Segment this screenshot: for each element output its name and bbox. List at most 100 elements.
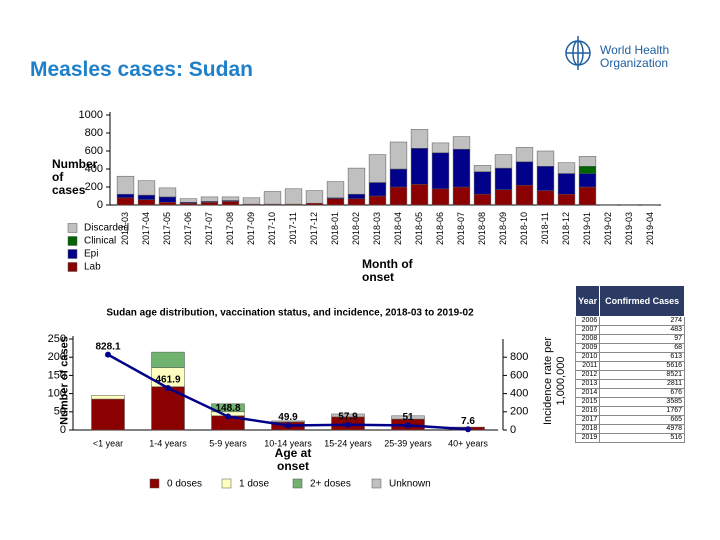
table-row: 2015 3585 xyxy=(574,397,685,407)
x-tick-label: 15-24 years xyxy=(324,438,372,448)
incidence-point xyxy=(225,413,231,420)
table-cell: 2018 xyxy=(574,424,601,434)
bar-segment xyxy=(116,175,135,195)
bar-segment xyxy=(221,196,240,201)
table-cell: 516 xyxy=(599,433,685,443)
x-tick-label: 2018-10 xyxy=(519,212,529,245)
y-axis-label: Number of cases xyxy=(52,157,98,197)
y2-tick-label: 400 xyxy=(510,388,528,400)
y-tick-label: 0 xyxy=(97,199,103,211)
bar-segment xyxy=(200,202,219,206)
table-cell: 2012 xyxy=(574,370,601,380)
bar-segment xyxy=(137,199,156,206)
bar-segment xyxy=(494,167,513,190)
data-label: 7.6 xyxy=(461,416,475,427)
table-cell: 2013 xyxy=(574,379,601,389)
table-cell: 2017 xyxy=(574,415,601,425)
y-tick-label: 800 xyxy=(85,127,103,139)
header-row: Year Confirmed Cases xyxy=(574,285,685,317)
x-tick-label: 10-14 years xyxy=(264,438,312,448)
bar-segment xyxy=(452,148,471,188)
bar-segment xyxy=(557,162,576,174)
x-tick-label: 2018-07 xyxy=(456,212,466,245)
x-tick-label: 1-4 years xyxy=(149,438,187,448)
legend-label: 0 doses xyxy=(167,479,202,490)
incidence-point xyxy=(285,422,291,429)
legend-label: 2+ doses xyxy=(310,479,351,490)
bar-segment xyxy=(158,196,177,203)
bar-segment xyxy=(263,191,282,205)
legend-swatch xyxy=(67,223,78,233)
bar-segment xyxy=(368,154,387,183)
x-tick-label: 2017-03 xyxy=(120,212,130,245)
bar-segment xyxy=(271,420,305,423)
x-tick-label: 40+ years xyxy=(448,438,488,448)
bar-segment xyxy=(536,150,555,167)
y2-tick-label: 0 xyxy=(510,424,516,436)
table-row: 2009 68 xyxy=(574,343,685,353)
bar-segment xyxy=(91,398,125,431)
x-tick-label: 2019-03 xyxy=(624,212,634,245)
bar-segment xyxy=(137,194,156,200)
x-tick-label: 25-39 years xyxy=(384,438,432,448)
legend-swatch xyxy=(149,478,160,489)
x-tick-label: 2017-11 xyxy=(288,212,298,244)
bar-segment xyxy=(557,173,576,195)
bar-segment xyxy=(221,201,240,206)
column-header: Year xyxy=(574,285,601,317)
incidence-point xyxy=(465,426,471,433)
x-tick-label: 2018-01 xyxy=(330,212,340,245)
y-tick-label: 200 xyxy=(48,351,66,363)
table-cell: 2011 xyxy=(574,361,601,371)
bar-segment xyxy=(515,184,534,206)
table-cell: 68 xyxy=(599,343,685,353)
legend-swatch xyxy=(67,249,78,259)
data-label: 49.9 xyxy=(278,412,298,423)
bar-segment xyxy=(137,180,156,196)
y-tick-label: 100 xyxy=(48,388,66,400)
x-tick-label: 2018-11 xyxy=(540,212,550,244)
bar-segment xyxy=(473,165,492,172)
bar-segment xyxy=(473,171,492,195)
bar-segment xyxy=(410,184,429,206)
who-emblem xyxy=(565,36,591,70)
table-cell: 483 xyxy=(599,325,685,335)
x-tick-label: 2019-04 xyxy=(645,212,655,245)
x-tick-label: 2018-05 xyxy=(414,212,424,245)
bar-segment xyxy=(452,136,471,150)
bar-segment xyxy=(410,129,429,149)
table-row: 2006 274 xyxy=(574,316,685,326)
bar-segment xyxy=(578,166,597,174)
table-row: 2011 5616 xyxy=(574,361,685,371)
table-row: 2018 4978 xyxy=(574,424,685,434)
y-tick-label: 600 xyxy=(85,145,103,157)
table-cell: 2014 xyxy=(574,388,601,398)
bar-segment xyxy=(305,190,324,204)
y-tick-label: 200 xyxy=(85,181,103,193)
bar-segment xyxy=(368,182,387,197)
table-cell: 2811 xyxy=(599,379,685,389)
x-tick-label: 5-9 years xyxy=(209,438,247,448)
bar-segment xyxy=(91,395,125,400)
bar-segment xyxy=(158,202,177,206)
table-cell: 2019 xyxy=(574,433,601,443)
table-cell: 2008 xyxy=(574,334,601,344)
bar-segment xyxy=(116,197,135,206)
bar-segment xyxy=(242,197,261,205)
bar-segment xyxy=(494,154,513,169)
data-label: 148.8 xyxy=(215,403,240,414)
bar-segment xyxy=(326,198,345,206)
table-cell: 4978 xyxy=(599,424,685,434)
table-cell: 8521 xyxy=(599,370,685,380)
table-cell: 2015 xyxy=(574,397,601,407)
table-row: 2008 97 xyxy=(574,334,685,344)
legend-swatch xyxy=(221,478,232,489)
data-label: 461.9 xyxy=(155,375,180,386)
y-tick-label: 50 xyxy=(54,406,66,418)
logo-line: Organization xyxy=(600,56,669,70)
bar-segment xyxy=(431,152,450,190)
x-tick-label: 2017-07 xyxy=(204,212,214,245)
bar-segment xyxy=(431,188,450,206)
